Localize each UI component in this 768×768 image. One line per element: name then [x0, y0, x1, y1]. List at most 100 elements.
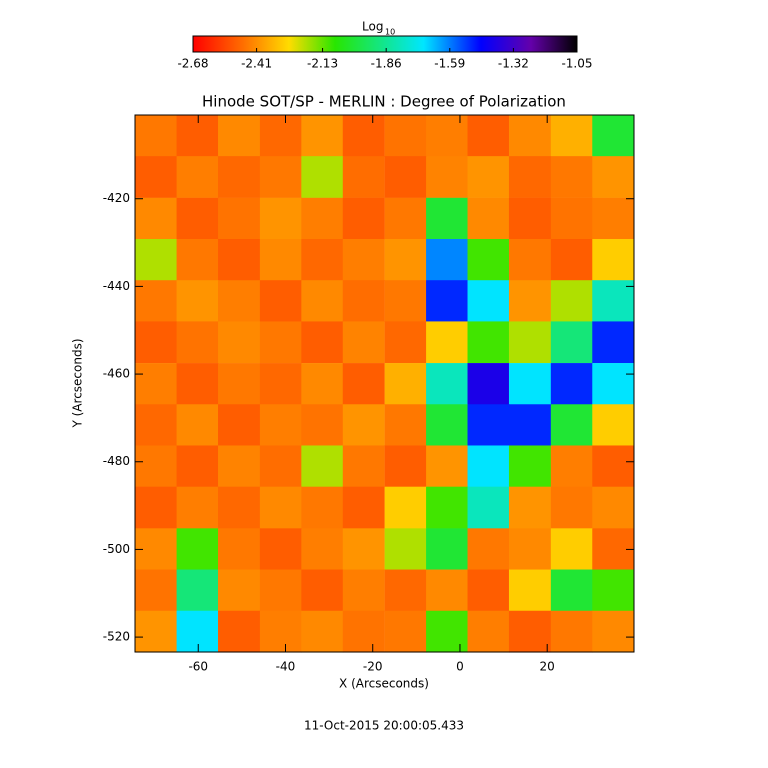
- heatmap-cell: [301, 321, 344, 364]
- heatmap-cell: [176, 114, 219, 157]
- heatmap-cell: [342, 404, 385, 447]
- heatmap-cell: [218, 486, 261, 529]
- heatmap-cell: [342, 280, 385, 323]
- heatmap-cell: [592, 114, 635, 157]
- heatmap-cell: [176, 197, 219, 240]
- heatmap-cell: [550, 610, 593, 653]
- heatmap-cell: [550, 363, 593, 405]
- heatmap-cell: [259, 156, 302, 198]
- heatmap-cell: [384, 321, 427, 364]
- heatmap-cell: [218, 569, 261, 612]
- heatmap-cell: [426, 239, 469, 281]
- heatmap-cell: [467, 156, 510, 198]
- heatmap-cell: [301, 239, 344, 281]
- heatmap-cell: [259, 280, 302, 323]
- heatmap-cell: [301, 280, 344, 323]
- heatmap-cell: [176, 239, 219, 281]
- heatmap-cell: [218, 321, 261, 364]
- heatmap-cell: [218, 610, 261, 653]
- y-tick-label: -500: [103, 542, 130, 556]
- heatmap-cell: [508, 114, 552, 157]
- heatmap-cell: [218, 404, 261, 447]
- heatmap-cell: [301, 197, 344, 240]
- heatmap-cell: [259, 321, 302, 364]
- heatmap-cell: [301, 363, 344, 405]
- heatmap-cell: [176, 363, 219, 405]
- heatmap-cell: [384, 569, 427, 612]
- heatmap-cell: [342, 114, 385, 157]
- heatmap-cell: [467, 197, 510, 240]
- heatmap-cell: [508, 197, 552, 240]
- heatmap-cell: [592, 486, 635, 529]
- heatmap-cell: [301, 528, 344, 571]
- heatmap-cell: [592, 569, 635, 612]
- heatmap-cell: [135, 486, 178, 529]
- heatmap-cell: [301, 610, 344, 653]
- heatmap-cell: [384, 486, 427, 529]
- heatmap-cell: [426, 321, 469, 364]
- heatmap-cell: [384, 156, 427, 198]
- x-tick-label: 0: [456, 660, 464, 674]
- heatmap-cell: [301, 445, 344, 488]
- heatmap-cell: [467, 486, 510, 529]
- heatmap-cell: [426, 404, 469, 447]
- colorbar-tick-label: -2.13: [307, 57, 338, 71]
- heatmap-cell: [426, 114, 469, 157]
- heatmap-cell: [592, 404, 635, 447]
- heatmap-cell: [384, 610, 427, 653]
- heatmap-cell: [259, 445, 302, 488]
- heatmap-cell: [508, 486, 552, 529]
- heatmap-cell: [301, 114, 344, 157]
- annotation: 11-Oct-2015 20:00:05.433: [304, 719, 464, 733]
- heatmap-cell: [135, 239, 178, 281]
- heatmap-cell: [301, 156, 344, 198]
- heatmap-cell: [467, 363, 510, 405]
- heatmap-cell: [384, 528, 427, 571]
- heatmap-cell: [508, 280, 552, 323]
- y-tick-label: -420: [103, 191, 130, 205]
- heatmap-cell: [467, 610, 510, 653]
- y-tick-label: -440: [103, 279, 130, 293]
- heatmap-cell: [342, 239, 385, 281]
- heatmap-cell: [426, 363, 469, 405]
- heatmap-cell: [550, 569, 593, 612]
- heatmap-cell: [384, 114, 427, 157]
- heatmap-cell: [592, 239, 635, 281]
- heatmap-cell: [467, 114, 510, 157]
- heatmap-cell: [218, 363, 261, 405]
- x-tick-label: 20: [540, 660, 555, 674]
- colorbar-label: Log: [362, 20, 383, 34]
- heatmap-cell: [467, 280, 510, 323]
- heatmap-cell: [176, 321, 219, 364]
- y-tick-label: -480: [103, 454, 130, 468]
- heatmap-cell: [592, 321, 635, 364]
- heatmap-cell: [218, 239, 261, 281]
- heatmap-cell: [508, 528, 552, 571]
- heatmap-cell: [135, 610, 178, 653]
- heatmap-cell: [135, 404, 178, 447]
- heatmap-cell: [176, 445, 219, 488]
- heatmap-cell: [135, 156, 178, 198]
- heatmap-cell: [426, 528, 469, 571]
- heatmap-cell: [550, 528, 593, 571]
- y-tick-label: -520: [103, 630, 130, 644]
- heatmap-cell: [384, 239, 427, 281]
- heatmap-cell: [218, 156, 261, 198]
- heatmap-cell: [176, 280, 219, 323]
- plot-frame: [134, 114, 635, 653]
- heatmap-cell: [176, 404, 219, 447]
- heatmap-cell: [176, 156, 219, 198]
- heatmap-cell: [259, 363, 302, 405]
- heatmap-cell: [592, 197, 635, 240]
- heatmap-cell: [259, 486, 302, 529]
- heatmap-cell: [592, 610, 635, 653]
- heatmap-cell: [467, 528, 510, 571]
- heatmap-cell: [218, 280, 261, 323]
- heatmap-cell: [259, 528, 302, 571]
- heatmap-cell: [342, 197, 385, 240]
- heatmap-cell: [550, 280, 593, 323]
- heatmap-cell: [259, 569, 302, 612]
- heatmap-cell: [384, 197, 427, 240]
- heatmap-cell: [550, 114, 593, 157]
